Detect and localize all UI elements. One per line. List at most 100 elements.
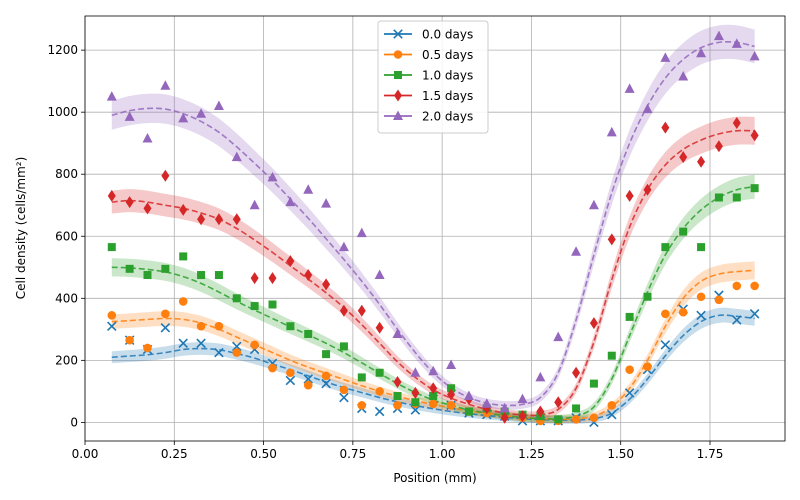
- point-1-0-days: [393, 392, 402, 401]
- point-2-0-days: [410, 367, 421, 377]
- point-1-0-days: [197, 271, 206, 280]
- point-1-5-days: [179, 203, 188, 216]
- point-0-0-days: [321, 378, 331, 389]
- point-1-5-days: [661, 121, 670, 134]
- x-axis-label: Position (mm): [393, 471, 476, 485]
- point-0-5-days: [661, 309, 670, 319]
- legend-marker-1-5-days: [394, 89, 402, 102]
- x-ticks: 0.00 0.25 0.50 0.75 1.00 1.25 1.50 1.75: [72, 441, 723, 461]
- point-0-5-days: [286, 368, 295, 378]
- point-2-0-days: [553, 331, 564, 342]
- point-0-5-days: [143, 343, 152, 353]
- point-0-0-days: [410, 405, 421, 415]
- point-1-0-days: [214, 271, 223, 280]
- point-2-0-days: [499, 402, 510, 413]
- point-1-0-days: [250, 302, 259, 311]
- point-1-0-days: [286, 322, 295, 331]
- fit-line-0-0-days: [111, 314, 755, 421]
- point-1-5-days: [125, 196, 134, 209]
- point-2-0-days: [178, 112, 189, 123]
- y-tick-label: 400: [55, 291, 78, 305]
- point-2-0-days: [213, 100, 224, 110]
- point-2-0-days: [231, 151, 242, 162]
- y-tick-label: 1200: [47, 43, 78, 57]
- band-2-0-days: [111, 24, 755, 410]
- point-0-5-days: [428, 399, 438, 409]
- point-2-0-days: [196, 108, 207, 118]
- point-1-0-days: [125, 264, 134, 273]
- point-2-0-days: [660, 52, 671, 62]
- y-axis-label: Cell density (cells/mm²): [14, 157, 28, 300]
- point-1-0-days: [339, 342, 348, 351]
- point-0-5-days: [161, 309, 170, 319]
- point-1-5-days: [197, 213, 206, 226]
- point-2-0-days: [249, 199, 260, 210]
- point-1-5-days: [697, 155, 706, 168]
- point-0-5-days: [393, 401, 402, 410]
- x-tick-label: 1.50: [607, 447, 634, 461]
- point-0-5-days: [571, 414, 581, 424]
- legend-marker-1-0-days: [394, 71, 402, 79]
- legend-label-0-5-days: 0.5 days: [422, 48, 473, 62]
- point-1-5-days: [304, 269, 313, 282]
- point-1-5-days: [732, 117, 741, 130]
- point-1-5-days: [554, 396, 563, 409]
- point-1-0-days: [411, 398, 420, 407]
- data-points: [106, 30, 760, 428]
- point-1-0-days: [589, 379, 598, 388]
- point-1-5-days: [500, 411, 509, 424]
- point-2-0-days: [606, 126, 617, 137]
- legend-box: [377, 20, 489, 134]
- point-1-0-days: [625, 312, 634, 321]
- point-1-5-days: [339, 304, 348, 317]
- point-0-5-days: [339, 385, 349, 395]
- x-tick-label: 0.75: [339, 447, 366, 461]
- point-0-0-days: [196, 338, 206, 349]
- point-1-0-days: [661, 243, 670, 252]
- point-0-0-days: [607, 409, 617, 420]
- point-2-0-days: [624, 83, 635, 93]
- point-0-0-days: [232, 341, 242, 352]
- point-2-0-days: [160, 80, 171, 90]
- point-0-5-days: [303, 380, 313, 390]
- y-ticks: 0 200 400 600 800 1000 1200: [47, 43, 85, 429]
- point-0-0-days: [160, 323, 171, 333]
- point-0-0-days: [178, 338, 188, 349]
- point-2-0-days: [267, 171, 278, 182]
- point-0-5-days: [696, 292, 706, 302]
- point-2-0-days: [713, 30, 724, 41]
- point-0-5-days: [232, 348, 242, 357]
- point-1-5-days: [625, 189, 634, 202]
- point-0-0-days: [660, 340, 671, 350]
- point-2-0-days: [285, 196, 296, 207]
- point-2-0-days: [374, 269, 385, 280]
- point-0-5-days: [196, 321, 206, 331]
- point-2-0-days: [696, 47, 707, 58]
- point-1-5-days: [518, 410, 527, 423]
- legend-label-2-0-days: 2.0 days: [422, 110, 473, 124]
- legend-marker-0-0-days: [393, 29, 403, 39]
- point-0-0-days: [696, 310, 706, 321]
- point-2-0-days: [142, 133, 153, 143]
- point-2-0-days: [678, 70, 689, 81]
- point-0-0-days: [107, 321, 117, 331]
- point-2-0-days: [428, 365, 439, 376]
- point-1-0-days: [607, 351, 616, 360]
- point-1-5-days: [322, 278, 331, 291]
- point-1-0-days: [107, 243, 116, 252]
- point-1-0-days: [161, 264, 170, 273]
- point-0-5-days: [125, 335, 134, 345]
- point-2-0-days: [446, 359, 457, 369]
- point-1-5-days: [357, 304, 366, 317]
- point-2-0-days: [463, 390, 474, 401]
- point-2-0-days: [731, 38, 742, 48]
- point-0-5-days: [446, 401, 456, 410]
- point-2-0-days: [535, 371, 546, 382]
- point-1-5-days: [750, 129, 759, 142]
- point-0-5-days: [107, 311, 117, 320]
- x-tick-label: 0.50: [250, 447, 277, 461]
- point-0-5-days: [678, 307, 688, 317]
- point-0-5-days: [607, 401, 617, 410]
- point-0-0-days: [303, 374, 313, 384]
